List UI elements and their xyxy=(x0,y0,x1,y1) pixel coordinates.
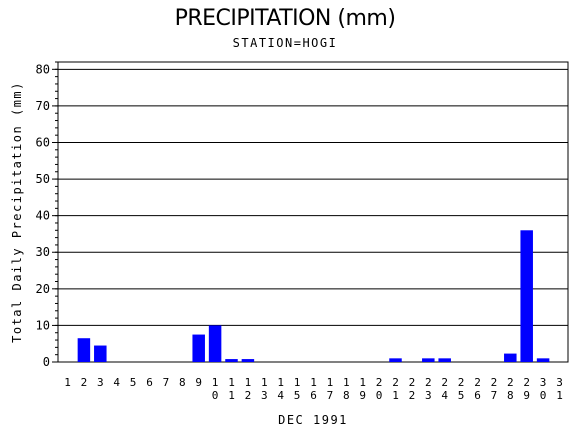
x-tick-label: 2 xyxy=(409,389,416,402)
x-tick-label: 9 xyxy=(523,389,530,402)
y-axis: 0 10 20 30 40 50 60 70 80 xyxy=(36,61,58,369)
x-tick-label: 1 xyxy=(277,376,284,389)
x-tick-label: 4 xyxy=(113,376,120,389)
bar xyxy=(192,334,205,362)
x-tick-label: 2 xyxy=(81,376,88,389)
x-tick-label: 1 xyxy=(212,376,219,389)
x-tick-label: 3 xyxy=(540,376,547,389)
x-tick-label: 2 xyxy=(245,389,252,402)
x-tick-label: 1 xyxy=(228,376,235,389)
x-tick-label: 6 xyxy=(146,376,153,389)
x-tick-label: 8 xyxy=(179,376,186,389)
x-tick-label: 1 xyxy=(64,376,71,389)
bar xyxy=(77,338,91,362)
x-tick-label: 2 xyxy=(409,376,416,389)
x-tick-label: 6 xyxy=(474,389,481,402)
x-tick-label: 5 xyxy=(458,389,465,402)
x-tick-label: 1 xyxy=(327,376,334,389)
y-tick-label: 20 xyxy=(36,282,50,296)
x-tick-label: 7 xyxy=(327,389,334,402)
x-tick-label: 9 xyxy=(195,376,202,389)
y-tick-label: 80 xyxy=(36,62,50,76)
y-axis-label: Total Daily Precipitation (mm) xyxy=(10,81,24,343)
x-tick-label: 1 xyxy=(310,376,317,389)
x-tick-label: 1 xyxy=(228,389,235,402)
x-tick-label: 5 xyxy=(294,389,301,402)
x-tick-label: 3 xyxy=(425,389,432,402)
gridlines xyxy=(58,68,568,326)
bar xyxy=(94,345,107,362)
x-tick-label: 8 xyxy=(507,389,514,402)
x-tick-label: 2 xyxy=(507,376,514,389)
bar xyxy=(536,358,550,362)
chart-title: PRECIPITATION (mm) xyxy=(174,6,396,31)
x-tick-label: 2 xyxy=(441,376,448,389)
bar xyxy=(225,359,238,362)
x-tick-label: 2 xyxy=(458,376,465,389)
y-tick-label: 70 xyxy=(36,99,50,113)
x-tick-label: 7 xyxy=(491,389,498,402)
chart-subtitle: STATION=HOGI xyxy=(232,36,338,50)
bar xyxy=(422,358,435,362)
y-tick-label: 10 xyxy=(36,318,50,332)
x-tick-label: 2 xyxy=(523,376,530,389)
x-tick-label: 1 xyxy=(556,389,563,402)
x-tick-label: 4 xyxy=(277,389,284,402)
x-axis: 1 2 3 4 5 6 7 8 9 1011121314151617181920212223242… xyxy=(64,376,563,402)
y-tick-label: 50 xyxy=(36,172,50,186)
x-tick-label: 6 xyxy=(310,389,317,402)
x-tick-label: 1 xyxy=(392,389,399,402)
bar xyxy=(241,359,255,362)
x-tick-label: 1 xyxy=(359,376,366,389)
bar xyxy=(389,358,402,362)
x-tick-label: 8 xyxy=(343,389,350,402)
x-tick-label: 1 xyxy=(294,376,301,389)
x-tick-label: 5 xyxy=(130,376,137,389)
x-tick-label: 3 xyxy=(97,376,104,389)
x-tick-label: 0 xyxy=(376,389,383,402)
plot-frame xyxy=(57,61,569,363)
x-tick-label: 3 xyxy=(556,376,563,389)
y-tick-label: 30 xyxy=(36,245,50,259)
x-tick-label: 2 xyxy=(376,376,383,389)
x-tick-label: 1 xyxy=(343,376,350,389)
x-tick-label: 2 xyxy=(491,376,498,389)
x-tick-label: 4 xyxy=(441,389,448,402)
x-tick-label: 3 xyxy=(261,389,268,402)
y-tick-label: 60 xyxy=(36,135,50,149)
bar xyxy=(438,358,451,362)
y-tick-label: 0 xyxy=(43,355,50,369)
bar xyxy=(520,230,533,362)
bars xyxy=(77,230,550,362)
x-tick-label: 9 xyxy=(359,389,366,402)
x-tick-label: 2 xyxy=(392,376,399,389)
bar xyxy=(504,353,517,362)
x-tick-label: 2 xyxy=(425,376,432,389)
x-tick-label: 7 xyxy=(163,376,170,389)
x-tick-label: 2 xyxy=(474,376,481,389)
y-tick-label: 40 xyxy=(36,209,50,223)
bar xyxy=(208,325,222,362)
x-axis-label: DEC 1991 xyxy=(278,413,348,427)
x-tick-label: 0 xyxy=(212,389,219,402)
x-tick-label: 1 xyxy=(261,376,268,389)
x-tick-label: 0 xyxy=(540,389,547,402)
x-tick-label: 1 xyxy=(245,376,252,389)
